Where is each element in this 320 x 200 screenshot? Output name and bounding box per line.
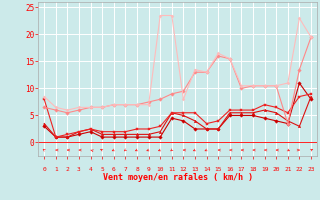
X-axis label: Vent moyen/en rafales ( km/h ): Vent moyen/en rafales ( km/h ) bbox=[103, 174, 252, 182]
